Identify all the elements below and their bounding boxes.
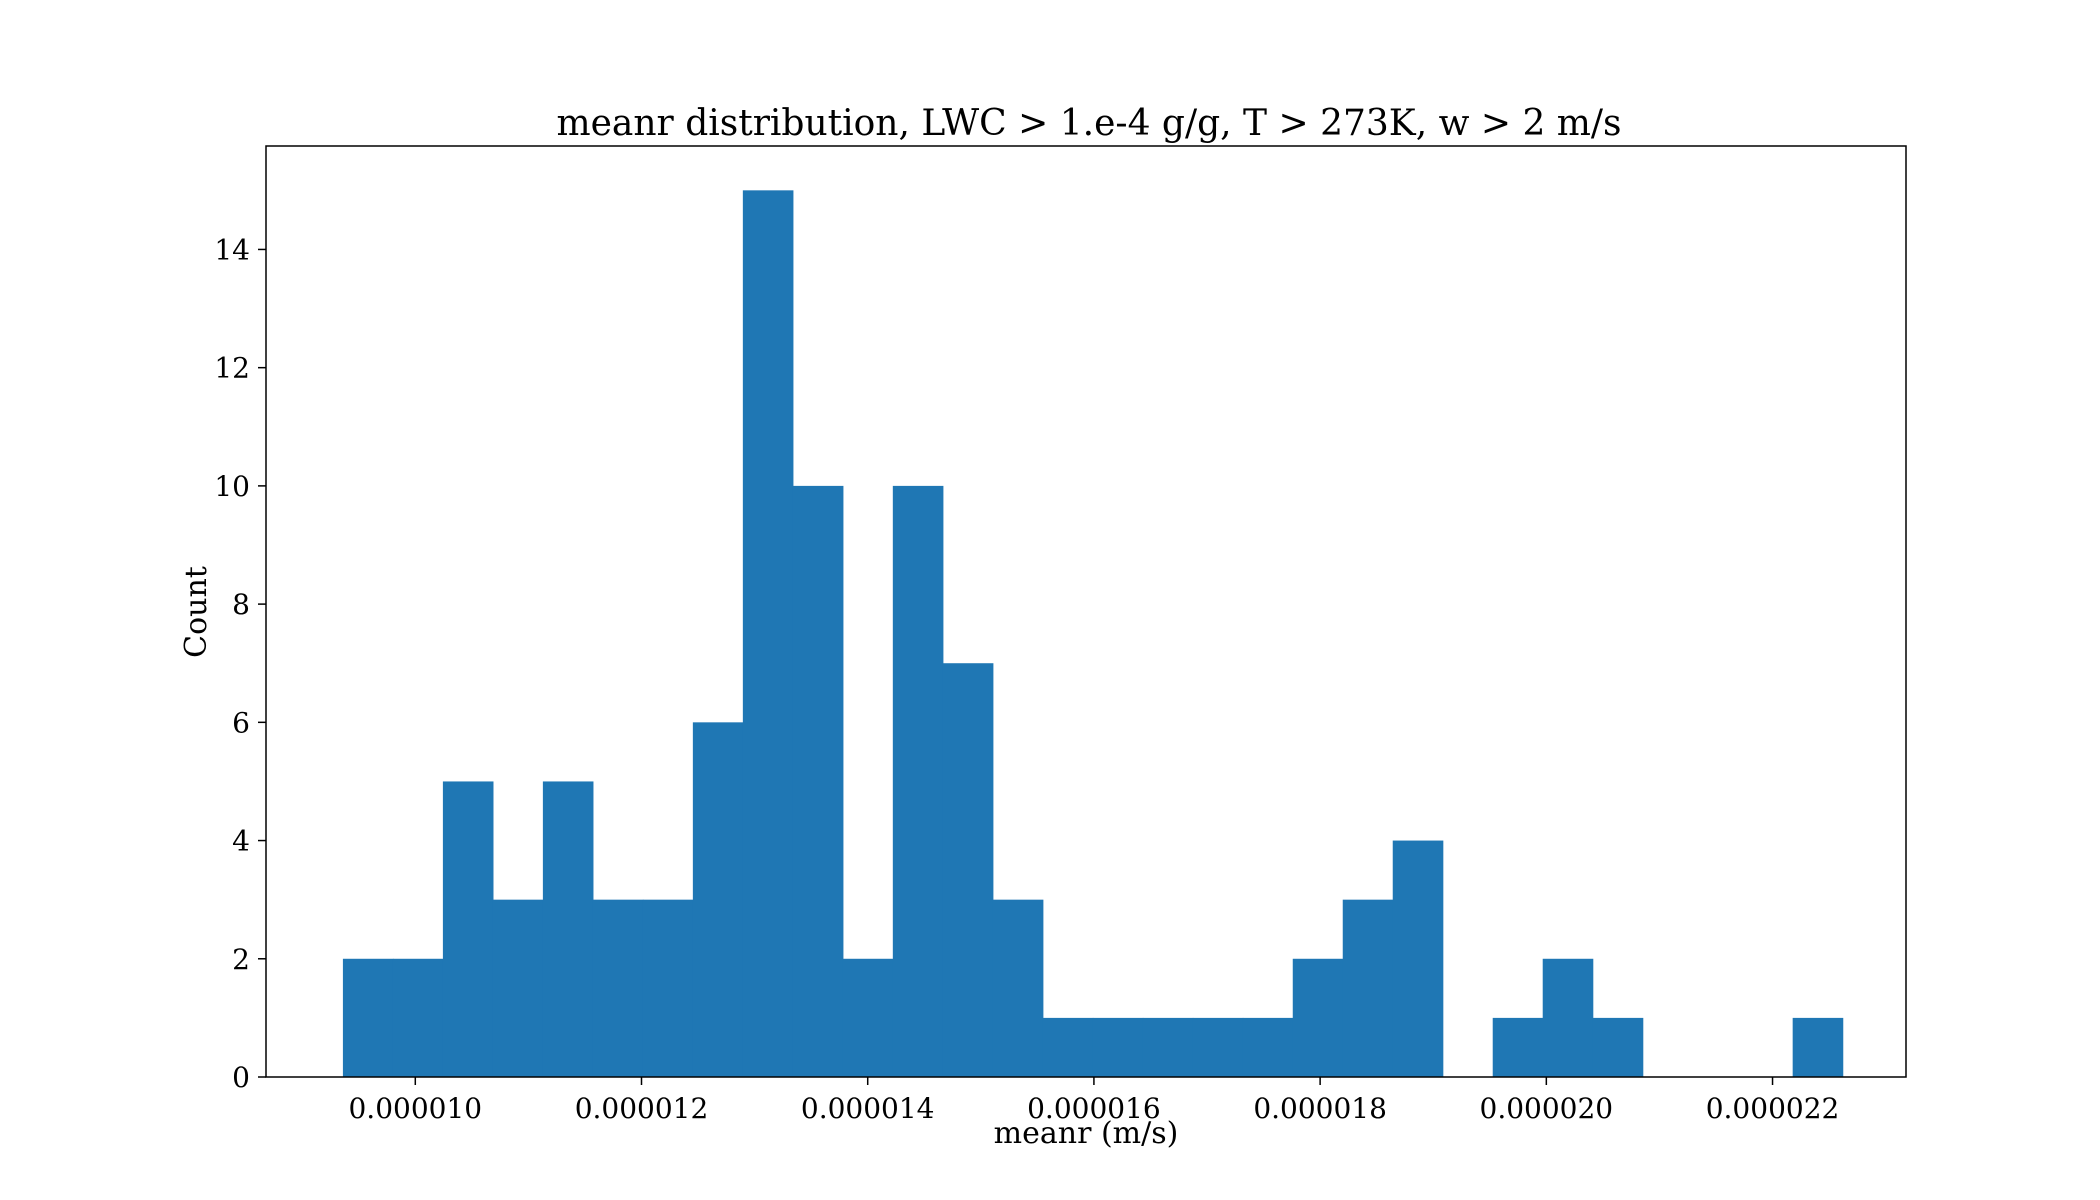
histogram-bar [1242,1017,1294,1077]
y-tick-label: 6 [232,706,250,739]
y-tick-label: 4 [232,825,250,858]
x-tick-label: 0.000010 [348,1092,482,1125]
y-tick-label: 10 [214,470,250,503]
x-tick-label: 0.000018 [1253,1092,1387,1125]
histogram-bar [892,485,944,1077]
histogram-bar [1542,958,1594,1077]
plot-frame [265,145,1907,1078]
histogram-bar [592,899,644,1077]
histogram-bar [1342,899,1394,1077]
histogram-bars [342,190,1844,1078]
histogram-bar [792,485,844,1077]
histogram-bar [1192,1017,1244,1077]
y-tick-label: 14 [214,233,250,266]
histogram-bar [442,781,494,1077]
x-tick-label: 0.000022 [1706,1092,1840,1125]
histogram-bar [392,958,444,1077]
x-axis-label: meanr (m/s) [994,1116,1179,1151]
histogram-bar [1592,1017,1644,1077]
x-tick-label: 0.000020 [1480,1092,1614,1125]
x-axis-ticks: 0.000010 0.000012 0.000014 0.000016 0.000018… [348,1077,1839,1125]
histogram-bar [1042,1017,1094,1077]
histogram-bar [842,958,894,1077]
histogram-bar [542,781,594,1077]
histogram-bar [992,899,1044,1077]
histogram-bar [1392,840,1444,1077]
x-tick-label: 0.000016 [1027,1092,1161,1125]
y-tick-label: 0 [232,1061,250,1094]
histogram-bar [1092,1017,1144,1077]
histogram-bar [692,722,744,1077]
y-tick-label: 8 [232,588,250,621]
histogram-bar [1142,1017,1194,1077]
histogram-bar [1292,958,1344,1077]
y-tick-label: 12 [214,352,250,385]
y-axis-ticks: 0 2 4 6 8 10 12 14 [214,233,266,1094]
histogram-bar [1792,1017,1844,1077]
histogram-bar [492,899,544,1077]
x-tick-label: 0.000012 [575,1092,709,1125]
histogram-bar [642,899,694,1077]
x-tick-label: 0.000014 [801,1092,935,1125]
chart-title: meanr distribution, LWC > 1.e-4 g/g, T >… [556,103,1621,144]
histogram-bar [342,958,394,1077]
histogram-bar [742,190,794,1078]
y-axis-label: Count [179,566,214,658]
y-tick-label: 2 [232,943,250,976]
histogram-bar [1492,1017,1544,1077]
histogram-bar [942,663,994,1077]
